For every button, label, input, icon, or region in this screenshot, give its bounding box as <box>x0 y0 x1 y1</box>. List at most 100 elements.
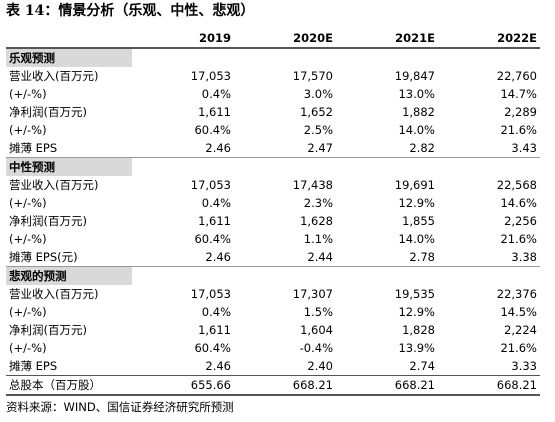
column-header: 2021E <box>336 29 438 49</box>
empty-cell <box>336 157 438 176</box>
value-cell: 668.21 <box>234 375 336 396</box>
row-label: 营业收入(百万元) <box>9 178 99 192</box>
value-cell: 1,855 <box>402 214 435 228</box>
data-row: 摊薄 EPS(元) 2.46 2.44 2.78 3.38 <box>6 248 540 267</box>
value-cell: 19,691 <box>394 178 435 192</box>
value-cell: 1,611 <box>198 323 231 337</box>
value-cell: 12.9% <box>398 196 435 210</box>
value-cell: 14.6% <box>500 196 537 210</box>
section-label: 乐观预测 <box>6 47 132 67</box>
value-cell: 1,604 <box>300 323 333 337</box>
value-cell: 21.6% <box>500 123 537 137</box>
data-row: (+/-%) 0.4% 3.0% 13.0% 14.7% <box>6 85 540 103</box>
data-row: 营业收入(百万元) 17,053 17,438 19,691 22,568 <box>6 176 540 194</box>
value-cell: 2,224 <box>504 323 537 337</box>
value-cell: 1.5% <box>303 305 333 319</box>
source-note: 资料来源：WIND、国信证券经济研究所预测 <box>6 400 234 414</box>
value-cell: -0.4% <box>299 341 333 355</box>
value-cell: 2.74 <box>409 359 435 373</box>
value-cell: 3.0% <box>303 87 333 101</box>
empty-cell <box>438 47 540 67</box>
value-cell: 22,376 <box>496 287 537 301</box>
value-cell: 0.4% <box>201 87 231 101</box>
value-cell: 60.4% <box>194 123 231 137</box>
data-row: (+/-%) 60.4% 1.1% 14.0% 21.6% <box>6 230 540 248</box>
value-cell: 2.3% <box>303 196 333 210</box>
value-cell: 14.0% <box>398 232 435 246</box>
row-label: 净利润(百万元) <box>9 214 87 228</box>
data-row: 净利润(百万元) 1,611 1,652 1,882 2,289 <box>6 103 540 121</box>
header-row: 2019 2020E 2021E 2022E <box>6 29 540 49</box>
value-cell: 60.4% <box>194 232 231 246</box>
data-row: 净利润(百万元) 1,611 1,604 1,828 2,224 <box>6 321 540 339</box>
value-cell: 14.7% <box>500 87 537 101</box>
value-cell: 21.6% <box>500 232 537 246</box>
value-cell: 14.0% <box>398 123 435 137</box>
value-cell: 655.66 <box>132 375 234 396</box>
value-cell: 1,628 <box>300 214 333 228</box>
empty-cell <box>438 266 540 285</box>
value-cell: 13.9% <box>398 341 435 355</box>
value-cell: 19,847 <box>394 69 435 83</box>
value-cell: 22,568 <box>496 178 537 192</box>
row-label: 摊薄 EPS <box>9 141 58 155</box>
data-row: 摊薄 EPS 2.46 2.40 2.74 3.33 <box>6 357 540 376</box>
row-label: (+/-%) <box>9 123 47 137</box>
value-cell: 0.4% <box>201 305 231 319</box>
value-cell: 668.21 <box>438 375 540 396</box>
value-cell: 2,256 <box>504 214 537 228</box>
value-cell: 2.78 <box>409 250 435 264</box>
row-label: (+/-%) <box>9 341 47 355</box>
value-cell: 17,053 <box>190 178 231 192</box>
data-row: 净利润(百万元) 1,611 1,628 1,855 2,256 <box>6 212 540 230</box>
column-header: 2020E <box>234 29 336 49</box>
section-row: 悲观的预测 <box>6 266 540 285</box>
value-cell: 2.46 <box>205 250 231 264</box>
value-cell: 668.21 <box>336 375 438 396</box>
empty-cell <box>132 157 234 176</box>
section-row: 乐观预测 <box>6 47 540 67</box>
value-cell: 60.4% <box>194 341 231 355</box>
data-row: 摊薄 EPS 2.46 2.47 2.82 3.43 <box>6 139 540 158</box>
value-cell: 12.9% <box>398 305 435 319</box>
row-label: 营业收入(百万元) <box>9 69 99 83</box>
row-label: 净利润(百万元) <box>9 105 87 119</box>
header-cell <box>6 29 132 49</box>
empty-cell <box>234 266 336 285</box>
empty-cell <box>132 47 234 67</box>
empty-cell <box>234 47 336 67</box>
value-cell: 3.38 <box>511 250 537 264</box>
empty-cell <box>132 266 234 285</box>
value-cell: 1.1% <box>303 232 333 246</box>
column-header: 2022E <box>438 29 540 49</box>
row-label: (+/-%) <box>9 87 47 101</box>
scenario-table: 2019 2020E 2021E 2022E 乐观预测营业收入(百万元) 17,053 17… <box>6 29 540 396</box>
value-cell: 17,053 <box>190 69 231 83</box>
value-cell: 2.47 <box>307 141 333 155</box>
row-label: (+/-%) <box>9 305 47 319</box>
value-cell: 17,053 <box>190 287 231 301</box>
value-cell: 2.46 <box>205 359 231 373</box>
data-row: (+/-%) 60.4% 2.5% 14.0% 21.6% <box>6 121 540 139</box>
table-title: 表 14：情景分析（乐观、中性、悲观） <box>6 3 255 19</box>
value-cell: 1,882 <box>402 105 435 119</box>
row-label: (+/-%) <box>9 196 47 210</box>
data-row: 营业收入(百万元) 17,053 17,307 19,535 22,376 <box>6 285 540 303</box>
empty-cell <box>336 47 438 67</box>
row-label: 总股本（百万股） <box>6 375 132 396</box>
row-label: 净利润(百万元) <box>9 323 87 337</box>
data-row: (+/-%) 60.4% -0.4% 13.9% 21.6% <box>6 339 540 357</box>
value-cell: 2,289 <box>504 105 537 119</box>
value-cell: 17,570 <box>292 69 333 83</box>
data-row: (+/-%) 0.4% 1.5% 12.9% 14.5% <box>6 303 540 321</box>
row-label: 营业收入(百万元) <box>9 287 99 301</box>
value-cell: 2.46 <box>205 141 231 155</box>
total-row: 总股本（百万股） 655.66 668.21 668.21 668.21 <box>6 375 540 396</box>
row-label: (+/-%) <box>9 232 47 246</box>
value-cell: 3.33 <box>511 359 537 373</box>
value-cell: 2.44 <box>307 250 333 264</box>
row-label: 摊薄 EPS(元) <box>9 250 78 264</box>
empty-cell <box>336 266 438 285</box>
empty-cell <box>438 157 540 176</box>
